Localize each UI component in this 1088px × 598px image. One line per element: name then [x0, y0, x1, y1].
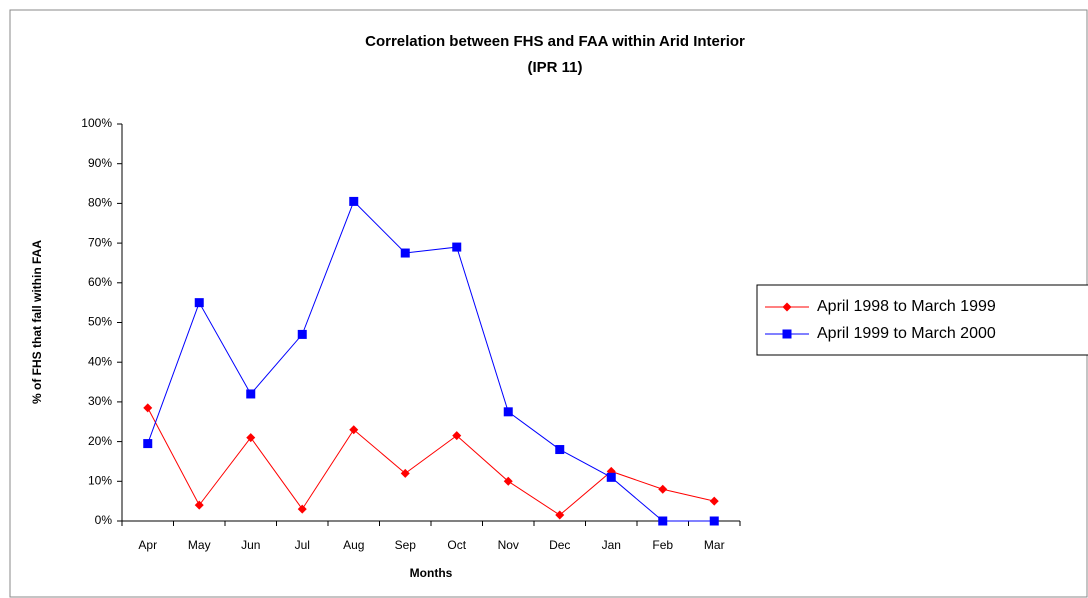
legend-label: April 1999 to March 2000	[817, 325, 996, 342]
marker	[452, 431, 462, 441]
x-tick-label: Oct	[447, 538, 466, 552]
x-tick-label: Jul	[295, 538, 310, 552]
marker	[349, 196, 359, 206]
x-tick-label: Nov	[498, 538, 519, 552]
x-tick-label: Feb	[652, 538, 673, 552]
y-tick-label: 100%	[81, 116, 112, 130]
series-line	[147, 200, 715, 522]
y-tick-label: 30%	[88, 394, 112, 408]
marker	[400, 468, 410, 478]
marker	[782, 329, 792, 339]
marker	[194, 500, 204, 510]
y-tick-label: 90%	[88, 156, 112, 170]
marker	[297, 329, 307, 339]
marker	[709, 516, 719, 526]
marker	[555, 510, 565, 520]
marker	[452, 242, 462, 252]
y-tick-label: 20%	[88, 434, 112, 448]
x-tick-label: Aug	[343, 538, 364, 552]
marker	[555, 445, 565, 455]
marker	[349, 425, 359, 435]
y-tick-label: 40%	[88, 354, 112, 368]
x-tick-label: Apr	[138, 538, 157, 552]
chart-title: Correlation between FHS and FAA within A…	[365, 33, 745, 50]
marker	[143, 439, 153, 449]
marker	[503, 407, 513, 417]
x-tick-label: May	[188, 538, 211, 552]
x-tick-label: Dec	[549, 538, 570, 552]
x-tick-label: Mar	[704, 538, 725, 552]
marker	[658, 484, 668, 494]
y-tick-label: 0%	[95, 513, 113, 527]
marker	[709, 496, 719, 506]
marker	[782, 302, 792, 312]
y-axis-title: % of FHS that fall within FAA	[30, 240, 44, 404]
marker	[194, 298, 204, 308]
x-tick-label: Jun	[241, 538, 260, 552]
y-tick-label: 70%	[88, 235, 112, 249]
y-tick-label: 60%	[88, 275, 112, 289]
marker	[143, 403, 153, 413]
marker	[503, 476, 513, 486]
legend-box	[756, 284, 1088, 356]
marker	[297, 504, 307, 514]
marker	[246, 389, 256, 399]
y-tick-label: 50%	[88, 315, 112, 329]
x-tick-label: Sep	[395, 538, 417, 552]
x-tick-label: Jan	[602, 538, 621, 552]
marker	[658, 516, 668, 526]
series-line	[147, 407, 715, 516]
y-tick-label: 10%	[88, 473, 112, 487]
y-tick-label: 80%	[88, 196, 112, 210]
marker	[400, 248, 410, 258]
chart-subtitle: (IPR 11)	[527, 59, 582, 76]
marker	[246, 433, 256, 443]
legend-label: April 1998 to March 1999	[817, 298, 996, 315]
marker	[606, 472, 616, 482]
x-axis-title: Months	[410, 566, 453, 580]
